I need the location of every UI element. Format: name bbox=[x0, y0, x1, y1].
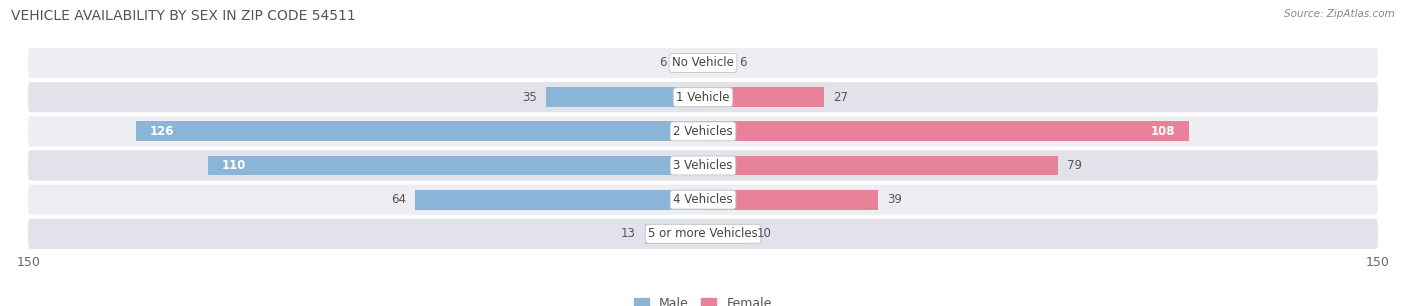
Bar bbox=[546, 87, 703, 107]
Text: 4 Vehicles: 4 Vehicles bbox=[673, 193, 733, 206]
FancyBboxPatch shape bbox=[28, 151, 1378, 181]
Text: No Vehicle: No Vehicle bbox=[672, 57, 734, 69]
Text: 5 or more Vehicles: 5 or more Vehicles bbox=[648, 227, 758, 240]
Bar bbox=[703, 121, 1189, 141]
FancyBboxPatch shape bbox=[28, 219, 1378, 249]
Text: 27: 27 bbox=[834, 91, 848, 104]
Bar bbox=[703, 224, 748, 244]
Bar bbox=[136, 121, 703, 141]
Bar bbox=[676, 53, 703, 73]
Bar bbox=[703, 53, 730, 73]
Text: 6: 6 bbox=[740, 57, 747, 69]
Text: 39: 39 bbox=[887, 193, 903, 206]
Bar bbox=[703, 155, 1059, 175]
Text: 1 Vehicle: 1 Vehicle bbox=[676, 91, 730, 104]
Bar bbox=[703, 190, 879, 210]
Bar bbox=[415, 190, 703, 210]
Text: 64: 64 bbox=[391, 193, 406, 206]
Text: 35: 35 bbox=[522, 91, 537, 104]
Text: 2 Vehicles: 2 Vehicles bbox=[673, 125, 733, 138]
FancyBboxPatch shape bbox=[28, 185, 1378, 215]
Bar bbox=[703, 87, 824, 107]
Text: 108: 108 bbox=[1152, 125, 1175, 138]
Text: 110: 110 bbox=[222, 159, 246, 172]
Text: 13: 13 bbox=[620, 227, 636, 240]
Text: 6: 6 bbox=[659, 57, 666, 69]
Text: Source: ZipAtlas.com: Source: ZipAtlas.com bbox=[1284, 9, 1395, 19]
FancyBboxPatch shape bbox=[28, 82, 1378, 112]
Text: 79: 79 bbox=[1067, 159, 1083, 172]
Bar bbox=[208, 155, 703, 175]
Text: 126: 126 bbox=[149, 125, 174, 138]
Text: 3 Vehicles: 3 Vehicles bbox=[673, 159, 733, 172]
FancyBboxPatch shape bbox=[28, 116, 1378, 146]
FancyBboxPatch shape bbox=[28, 48, 1378, 78]
Text: VEHICLE AVAILABILITY BY SEX IN ZIP CODE 54511: VEHICLE AVAILABILITY BY SEX IN ZIP CODE … bbox=[11, 9, 356, 23]
Legend: Male, Female: Male, Female bbox=[634, 297, 772, 306]
Text: 10: 10 bbox=[756, 227, 772, 240]
Bar bbox=[644, 224, 703, 244]
